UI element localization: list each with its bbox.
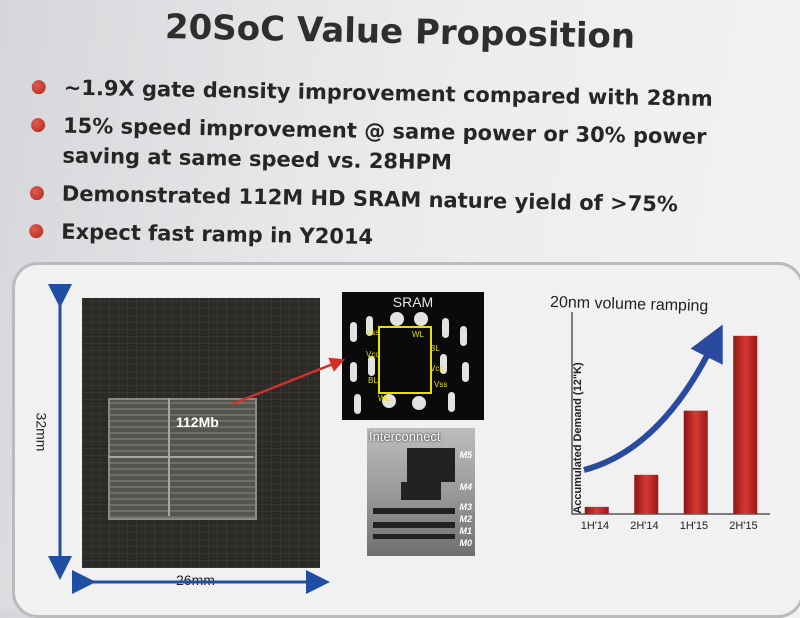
interconnect-image: Interconnect M5 M4 M3 M2 M1 M0 xyxy=(367,428,475,556)
block-divider xyxy=(108,456,253,458)
chart-bar xyxy=(634,474,659,514)
chart-bar xyxy=(683,410,708,514)
chart-plot xyxy=(571,312,770,515)
chart-bar xyxy=(733,335,758,514)
chart-x-tick-label: 1H'14 xyxy=(580,520,610,532)
sram-cell-outline xyxy=(378,326,432,394)
chart-x-tick-label: 2H'14 xyxy=(630,520,659,532)
chart-bar xyxy=(584,506,609,514)
block-divider xyxy=(168,398,170,516)
chart-x-tick-label: 1H'15 xyxy=(679,520,709,532)
die-photo: 112Mb xyxy=(82,298,320,568)
sram-image: SRAM Vss Vcc BL BL Vcc Vss WL WL xyxy=(342,292,484,420)
chart-x-tick-label: 2H'15 xyxy=(729,520,758,532)
block-label: 112Mb xyxy=(176,414,219,430)
sram-block xyxy=(108,398,257,520)
trend-arrow xyxy=(583,324,723,473)
sram-pointer-arrow xyxy=(231,357,345,406)
sram-title: SRAM xyxy=(392,294,434,310)
interconnect-title: Interconnect xyxy=(369,429,441,444)
